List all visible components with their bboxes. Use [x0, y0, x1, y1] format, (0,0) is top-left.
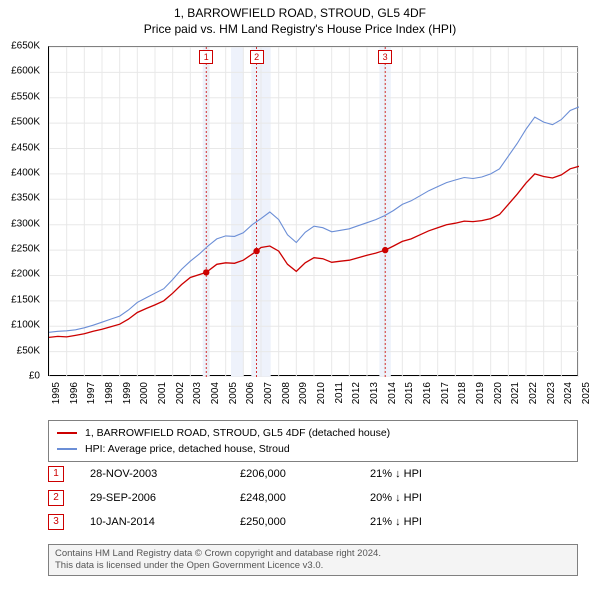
legend-row: HPI: Average price, detached house, Stro… — [57, 441, 569, 457]
y-tick-label: £400K — [11, 167, 40, 178]
plot-svg — [49, 47, 579, 377]
y-tick-label: £550K — [11, 91, 40, 102]
x-tick-label: 2005 — [228, 382, 239, 404]
legend-swatch — [57, 448, 77, 450]
legend-row: 1, BARROWFIELD ROAD, STROUD, GL5 4DF (de… — [57, 425, 569, 441]
x-tick-label: 2019 — [475, 382, 486, 404]
y-tick-label: £600K — [11, 66, 40, 77]
marker-diff: 21% ↓ HPI — [370, 468, 490, 480]
y-tick-label: £150K — [11, 294, 40, 305]
marker-badge: 1 — [48, 466, 64, 482]
x-tick-label: 1999 — [122, 382, 133, 404]
footer-box: Contains HM Land Registry data © Crown c… — [48, 544, 578, 576]
x-tick-label: 2021 — [510, 382, 521, 404]
x-tick-label: 2009 — [298, 382, 309, 404]
x-tick-label: 2011 — [334, 382, 345, 404]
marker-date: 10-JAN-2014 — [90, 516, 240, 528]
footer-line-2: This data is licensed under the Open Gov… — [55, 560, 571, 572]
x-tick-label: 1998 — [104, 382, 115, 404]
x-tick-label: 2010 — [316, 382, 327, 404]
marker-badge: 2 — [48, 490, 64, 506]
plot-area: 1 2 3 — [48, 46, 578, 376]
footer-line-1: Contains HM Land Registry data © Crown c… — [55, 548, 571, 560]
x-tick-label: 2015 — [404, 382, 415, 404]
x-tick-label: 2022 — [528, 382, 539, 404]
x-tick-label: 2002 — [175, 382, 186, 404]
x-tick-label: 1995 — [51, 382, 62, 404]
x-tick-label: 2006 — [245, 382, 256, 404]
x-tick-label: 2016 — [422, 382, 433, 404]
y-tick-label: £450K — [11, 142, 40, 153]
plot-marker-badge: 3 — [378, 50, 392, 64]
y-tick-label: £100K — [11, 320, 40, 331]
chart-title: 1, BARROWFIELD ROAD, STROUD, GL5 4DF Pri… — [0, 0, 600, 37]
y-tick-label: £650K — [11, 41, 40, 52]
price-chart-container: 1, BARROWFIELD ROAD, STROUD, GL5 4DF Pri… — [0, 0, 600, 590]
marker-price: £250,000 — [240, 516, 370, 528]
x-tick-label: 1997 — [86, 382, 97, 404]
x-tick-label: 2008 — [281, 382, 292, 404]
x-tick-label: 2000 — [139, 382, 150, 404]
x-tick-label: 2004 — [210, 382, 221, 404]
marker-price: £248,000 — [240, 492, 370, 504]
marker-diff: 21% ↓ HPI — [370, 516, 490, 528]
plot-marker-badge: 2 — [250, 50, 264, 64]
marker-badge: 3 — [48, 514, 64, 530]
y-tick-label: £250K — [11, 244, 40, 255]
x-tick-label: 2018 — [457, 382, 468, 404]
legend-box: 1, BARROWFIELD ROAD, STROUD, GL5 4DF (de… — [48, 420, 578, 462]
x-tick-label: 2007 — [263, 382, 274, 404]
marker-date: 29-SEP-2006 — [90, 492, 240, 504]
markers-table: 128-NOV-2003£206,00021% ↓ HPI229-SEP-200… — [48, 462, 578, 534]
marker-table-row: 1 28-NOV-2003£206,00021% ↓ HPI — [48, 462, 578, 486]
x-tick-label: 2003 — [192, 382, 203, 404]
y-tick-label: £500K — [11, 117, 40, 128]
title-line-1: 1, BARROWFIELD ROAD, STROUD, GL5 4DF — [0, 6, 600, 22]
x-tick-label: 2013 — [369, 382, 380, 404]
legend-label: 1, BARROWFIELD ROAD, STROUD, GL5 4DF (de… — [85, 427, 390, 439]
x-tick-label: 2024 — [563, 382, 574, 404]
y-tick-label: £300K — [11, 218, 40, 229]
y-tick-label: £200K — [11, 269, 40, 280]
x-tick-label: 2017 — [440, 382, 451, 404]
x-axis-labels: 1995 1996 1997 1998 1999 2000 2001 2002 2003 2004… — [48, 380, 578, 420]
x-tick-label: 2023 — [546, 382, 557, 404]
marker-table-row: 2 29-SEP-2006£248,00020% ↓ HPI — [48, 486, 578, 510]
marker-date: 28-NOV-2003 — [90, 468, 240, 480]
x-tick-label: 2012 — [351, 382, 362, 404]
y-tick-label: £350K — [11, 193, 40, 204]
x-tick-label: 2020 — [493, 382, 504, 404]
marker-price: £206,000 — [240, 468, 370, 480]
marker-diff: 20% ↓ HPI — [370, 492, 490, 504]
plot-marker-badge: 1 — [199, 50, 213, 64]
y-axis-labels: £0£50K£100K£150K£200K£250K£300K£350K£400… — [0, 46, 44, 376]
y-tick-label: £50K — [17, 345, 40, 356]
x-tick-label: 1996 — [69, 382, 80, 404]
legend-label: HPI: Average price, detached house, Stro… — [85, 443, 290, 455]
legend-swatch — [57, 432, 77, 434]
x-tick-label: 2001 — [157, 382, 168, 404]
x-tick-label: 2025 — [581, 382, 592, 404]
y-tick-label: £0 — [29, 371, 40, 382]
title-line-2: Price paid vs. HM Land Registry's House … — [0, 22, 600, 38]
x-tick-label: 2014 — [387, 382, 398, 404]
marker-table-row: 3 10-JAN-2014£250,00021% ↓ HPI — [48, 510, 578, 534]
